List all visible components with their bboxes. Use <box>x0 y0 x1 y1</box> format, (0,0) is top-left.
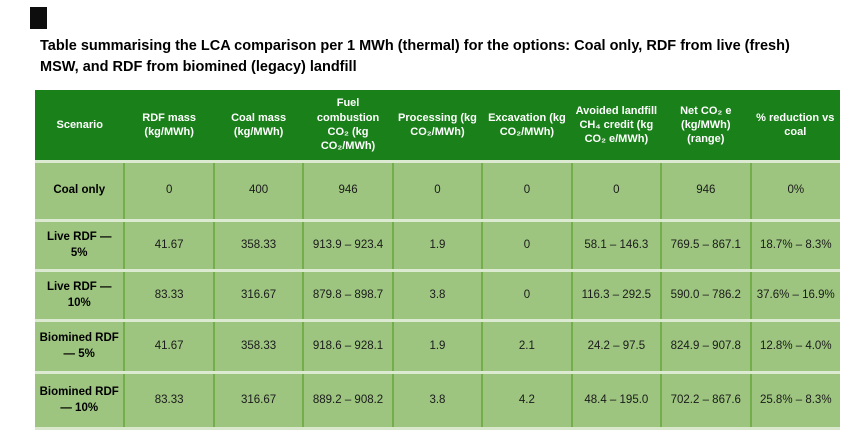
header-excavation: Excavation (kg CO₂/MWh) <box>482 90 572 162</box>
cell-fuel-combustion: 889.2 – 908.2 <box>302 371 393 430</box>
header-scenario: Scenario <box>35 90 125 162</box>
cell-scenario: Live RDF — 5% <box>35 219 125 271</box>
cell-net-co2e: 590.0 – 786.2 <box>660 269 751 321</box>
cell-coal-mass: 316.67 <box>212 371 304 430</box>
table-row: Biomined RDF — 5% 41.67 358.33 918.6 – 9… <box>35 319 840 373</box>
cell-rdf-mass: 0 <box>123 160 214 221</box>
cell-rdf-mass: 83.33 <box>123 371 214 430</box>
cell-excavation: 0 <box>481 219 572 271</box>
header-percent-reduction: % reduction vs coal <box>750 90 840 162</box>
table-row: Live RDF — 5% 41.67 358.33 913.9 – 923.4… <box>35 219 840 271</box>
table-row: Coal only 0 400 946 0 0 0 946 0% <box>35 160 840 221</box>
cell-processing: 1.9 <box>391 319 483 373</box>
cell-fuel-combustion: 879.8 – 898.7 <box>302 269 393 321</box>
cell-scenario: Live RDF — 10% <box>35 269 125 321</box>
cell-fuel-combustion: 913.9 – 923.4 <box>302 219 393 271</box>
header-coal-mass: Coal mass (kg/MWh) <box>213 90 304 162</box>
cell-processing: 1.9 <box>391 219 483 271</box>
cell-excavation: 2.1 <box>481 319 572 373</box>
cell-processing: 0 <box>391 160 483 221</box>
header-net-co2e: Net CO₂ e (kg/MWh) (range) <box>661 90 751 162</box>
cell-coal-mass: 358.33 <box>212 319 304 373</box>
cell-excavation: 4.2 <box>481 371 572 430</box>
cell-avoided-landfill: 116.3 – 292.5 <box>570 269 662 321</box>
table-row: Biomined RDF — 10% 83.33 316.67 889.2 – … <box>35 371 840 430</box>
cell-rdf-mass: 83.33 <box>123 269 214 321</box>
cell-rdf-mass: 41.67 <box>123 319 214 373</box>
header-processing: Processing (kg CO₂/MWh) <box>392 90 483 162</box>
cell-fuel-combustion: 946 <box>302 160 393 221</box>
cell-fuel-combustion: 918.6 – 928.1 <box>302 319 393 373</box>
table-row: Live RDF — 10% 83.33 316.67 879.8 – 898.… <box>35 269 840 321</box>
cell-coal-mass: 316.67 <box>212 269 304 321</box>
cell-rdf-mass: 41.67 <box>123 219 214 271</box>
cell-processing: 3.8 <box>391 371 483 430</box>
cell-percent-reduction: 12.8% – 4.0% <box>749 319 840 373</box>
cell-net-co2e: 946 <box>660 160 751 221</box>
cell-net-co2e: 824.9 – 907.8 <box>660 319 751 373</box>
black-square-marker <box>30 7 47 29</box>
cell-net-co2e: 702.2 – 867.6 <box>660 371 751 430</box>
table-header-row: Scenario RDF mass (kg/MWh) Coal mass (kg… <box>35 90 840 162</box>
cell-percent-reduction: 25.8% – 8.3% <box>749 371 840 430</box>
cell-avoided-landfill: 48.4 – 195.0 <box>570 371 662 430</box>
cell-coal-mass: 358.33 <box>212 219 304 271</box>
header-fuel-combustion: Fuel combustion CO₂ (kg CO₂/MWh) <box>303 90 393 162</box>
cell-excavation: 0 <box>481 269 572 321</box>
header-avoided-landfill: Avoided landfill CH₄ credit (kg CO₂ e/MW… <box>571 90 662 162</box>
cell-percent-reduction: 37.6% – 16.9% <box>749 269 840 321</box>
cell-coal-mass: 400 <box>212 160 304 221</box>
cell-avoided-landfill: 24.2 – 97.5 <box>570 319 662 373</box>
lca-comparison-table: Scenario RDF mass (kg/MWh) Coal mass (kg… <box>35 90 840 430</box>
cell-excavation: 0 <box>481 160 572 221</box>
cell-percent-reduction: 18.7% – 8.3% <box>749 219 840 271</box>
cell-avoided-landfill: 58.1 – 146.3 <box>570 219 662 271</box>
cell-net-co2e: 769.5 – 867.1 <box>660 219 751 271</box>
cell-scenario: Biomined RDF — 5% <box>35 319 125 373</box>
header-rdf-mass: RDF mass (kg/MWh) <box>124 90 214 162</box>
cell-scenario: Biomined RDF — 10% <box>35 371 125 430</box>
cell-percent-reduction: 0% <box>749 160 840 221</box>
cell-scenario: Coal only <box>35 160 125 221</box>
cell-avoided-landfill: 0 <box>570 160 662 221</box>
cell-processing: 3.8 <box>391 269 483 321</box>
page-title: Table summarising the LCA comparison per… <box>40 38 790 76</box>
